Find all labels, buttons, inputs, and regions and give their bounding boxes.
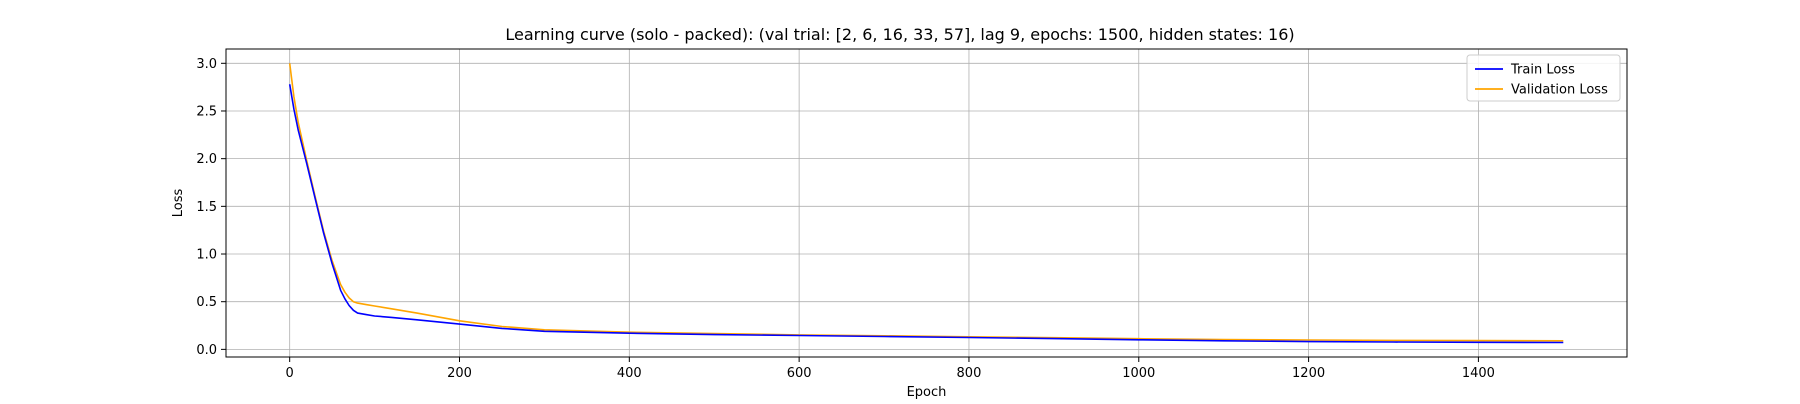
y-tick-label: 1.0: [196, 248, 217, 263]
y-axis-ticks: 0.0 0.5 1.0 1.5 2.0 2.5 3.0: [196, 57, 226, 358]
y-tick-label: 3.0: [196, 57, 217, 72]
x-axis-label: Epoch: [907, 385, 947, 400]
chart-title: Learning curve (solo - packed): (val tri…: [505, 25, 1294, 44]
x-tick-label: 0: [286, 366, 294, 381]
plot-frame: [225, 48, 1628, 358]
x-tick-label: 1000: [1122, 366, 1155, 381]
y-tick-label: 2.5: [196, 104, 217, 119]
y-tick-label: 2.0: [196, 152, 217, 167]
legend-label: Validation Loss: [1511, 83, 1608, 98]
x-tick-label: 1200: [1292, 366, 1325, 381]
x-axis-ticks: 0 200 400 600 800 1000 1200 1400: [286, 357, 1495, 381]
x-tick-label: 1400: [1462, 366, 1495, 381]
x-tick-label: 800: [957, 366, 982, 381]
y-axis-label: Loss: [171, 189, 186, 218]
legend-label: Train Loss: [1510, 63, 1575, 78]
series-lines: [288, 63, 1564, 344]
x-tick-label: 200: [447, 366, 472, 381]
legend-box: [1466, 54, 1621, 102]
x-tick-label: 600: [787, 366, 812, 381]
y-tick-label: 0.0: [196, 343, 217, 358]
y-tick-label: 0.5: [196, 295, 217, 310]
y-tick-label: 1.5: [196, 200, 217, 215]
series-line-train-loss: [288, 84, 1564, 344]
legend: Train Loss Validation Loss: [1466, 54, 1621, 102]
x-tick-label: 400: [617, 366, 642, 381]
